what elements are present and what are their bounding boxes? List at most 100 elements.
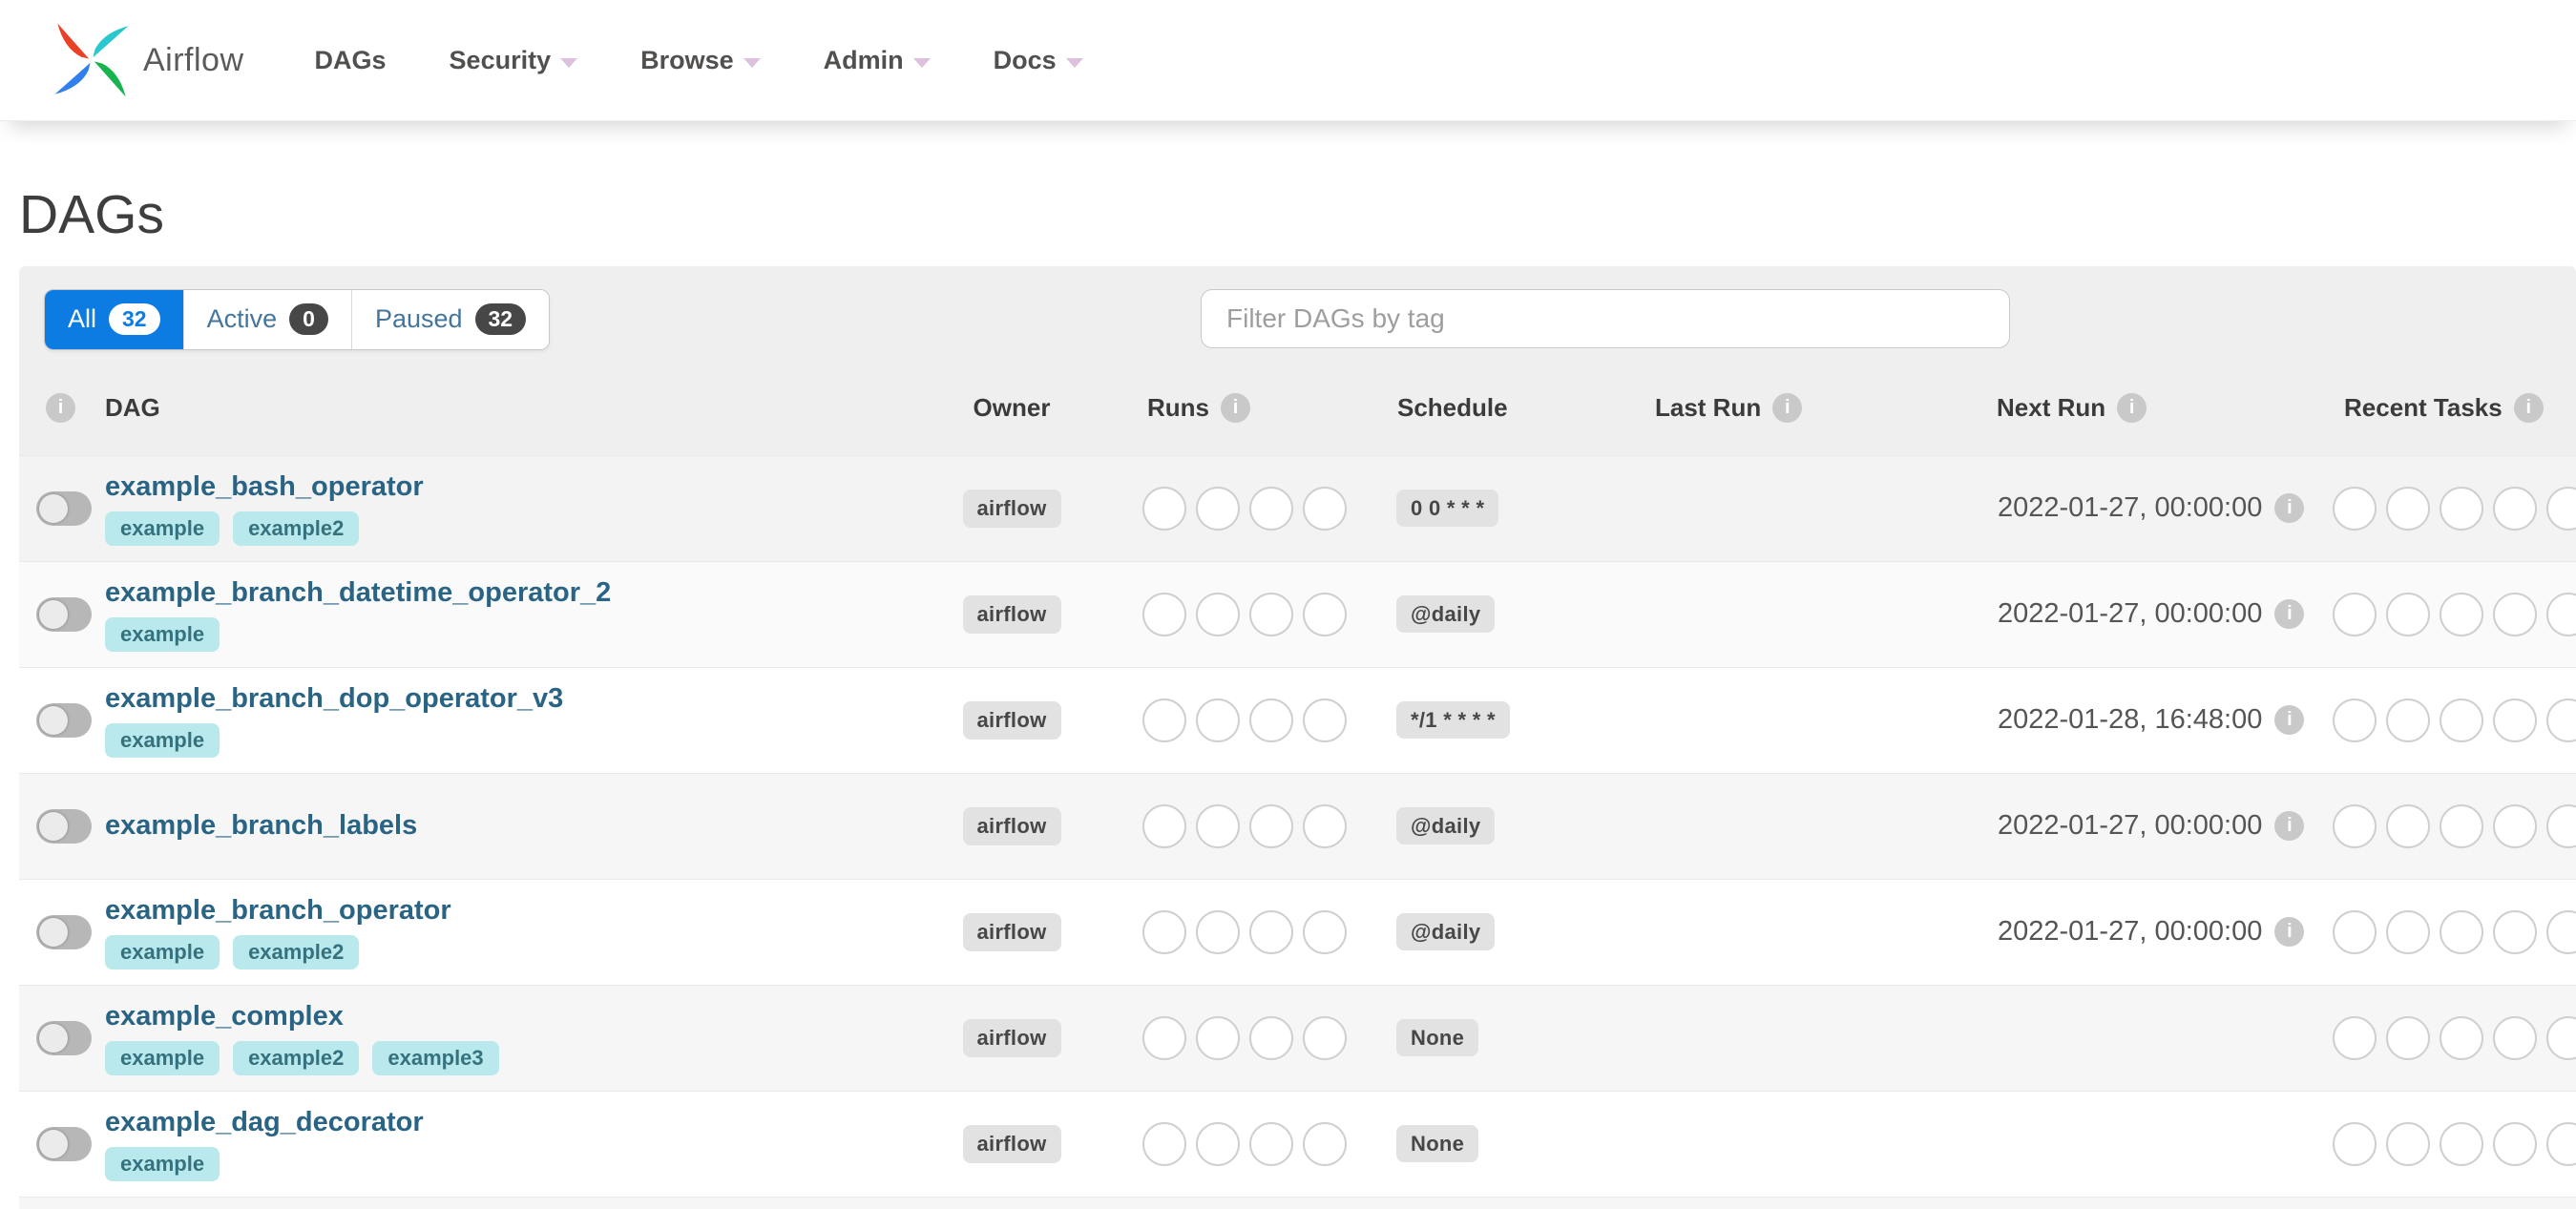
dag-run-status-circle [1303, 1121, 1347, 1166]
runs-cell [1107, 486, 1384, 531]
dag-run-status-circle [1142, 592, 1186, 636]
tab-active[interactable]: Active 0 [182, 289, 351, 349]
recent-tasks-cell [2319, 1121, 2576, 1166]
recent-tasks-cell [2319, 909, 2576, 954]
recent-task-status-circle [2333, 698, 2377, 742]
tab-count-badge: 32 [474, 302, 527, 336]
tab-all[interactable]: All 32 [45, 289, 183, 349]
dag-link[interactable]: example_bash_operator [105, 470, 424, 502]
tag-badge[interactable]: example [105, 511, 220, 546]
nav-item-admin[interactable]: Admin [824, 46, 931, 75]
tag-badge[interactable]: example [105, 616, 220, 652]
recent-tasks-cell [2319, 698, 2576, 742]
pause-toggle[interactable] [36, 914, 92, 949]
col-header-label: DAG [105, 393, 160, 423]
filter-dags-by-tag-input[interactable] [1201, 288, 2010, 348]
tag-badge[interactable]: example2 [233, 1040, 360, 1075]
tag-badge[interactable]: example [105, 1040, 220, 1075]
dag-link[interactable]: example_branch_operator [105, 894, 451, 926]
dag-run-status-circle [1196, 1015, 1240, 1060]
pause-toggle[interactable] [36, 1126, 92, 1161]
owner-badge: airflow [962, 594, 1061, 634]
pause-toggle[interactable] [36, 490, 92, 526]
owner-badge: airflow [962, 806, 1061, 845]
pause-toggle[interactable] [36, 702, 92, 738]
recent-task-status-circle [2440, 486, 2483, 531]
info-icon: i [2274, 493, 2305, 524]
info-icon: i [2274, 599, 2305, 630]
next-run-timestamp: 2022-01-27, 00:00:00 [1998, 810, 2263, 842]
schedule-badge: 0 0 * * * [1396, 489, 1499, 527]
owner-badge: airflow [962, 912, 1061, 951]
recent-tasks-cell [2319, 1015, 2576, 1060]
tag-badge[interactable]: example [105, 934, 220, 969]
info-icon: i [1772, 393, 1803, 424]
nav-item-docs[interactable]: Docs [994, 46, 1083, 75]
dag-link[interactable]: example_dag_decorator [105, 1106, 424, 1137]
info-icon: i [2274, 917, 2305, 948]
tab-label: Paused [374, 304, 463, 334]
next-run-timestamp: 2022-01-27, 00:00:00 [1998, 916, 2263, 948]
nav-item-label: Admin [823, 45, 904, 74]
next-run-cell: 2022-01-27, 00:00:00 i [1976, 492, 2319, 524]
pause-toggle-cell [19, 1020, 105, 1055]
owner-cell: airflow [916, 1018, 1107, 1057]
dag-link[interactable]: example_branch_dop_operator_v3 [105, 682, 564, 714]
tag-badge[interactable]: example2 [233, 511, 360, 546]
col-header-label: Next Run [1997, 393, 2106, 423]
col-header-dag: DAG [105, 393, 916, 423]
recent-task-status-circle [2440, 698, 2483, 742]
dag-run-status-circle [1196, 486, 1240, 531]
recent-tasks-cell [2319, 803, 2576, 848]
tag-badge[interactable]: example2 [233, 934, 360, 969]
schedule-cell: */1 * * * * [1384, 700, 1642, 739]
nav-item-dags[interactable]: DAGs [315, 46, 387, 75]
dag-link[interactable]: example_complex [105, 1000, 344, 1032]
pause-toggle[interactable] [36, 596, 92, 632]
pause-toggle[interactable] [36, 1020, 92, 1055]
tab-count-badge: 32 [109, 302, 160, 336]
nav-item-label: Security [449, 45, 552, 74]
schedule-cell: 0 0 * * * [1384, 489, 1642, 527]
tag-badge[interactable]: example3 [372, 1040, 499, 1075]
recent-task-status-circle [2546, 698, 2576, 742]
recent-tasks-cell [2319, 592, 2576, 636]
tag-badge[interactable]: example [105, 1146, 220, 1181]
recent-task-status-circle [2493, 698, 2537, 742]
next-run-cell: 2022-01-28, 16:48:00 i [1976, 704, 2319, 736]
dag-filter-tabs: All 32 Active 0 Paused 32 [44, 288, 551, 350]
info-icon: i [2274, 811, 2305, 842]
recent-task-status-circle [2333, 1015, 2377, 1060]
recent-task-status-circle [2333, 486, 2377, 531]
schedule-badge: */1 * * * * [1396, 700, 1510, 739]
recent-task-status-circle [2386, 803, 2430, 848]
airflow-home-link[interactable]: Airflow [50, 18, 244, 102]
dag-run-status-circle [1303, 698, 1347, 742]
nav-item-browse[interactable]: Browse [640, 46, 761, 75]
tab-paused[interactable]: Paused 32 [350, 289, 550, 349]
dag-run-status-circle [1249, 486, 1293, 531]
runs-cell [1107, 909, 1384, 954]
dag-link[interactable]: example_branch_labels [105, 810, 418, 842]
runs-cell [1107, 803, 1384, 848]
recent-task-status-circle [2386, 909, 2430, 954]
pause-toggle[interactable] [36, 808, 92, 844]
owner-cell: airflow [916, 489, 1107, 528]
recent-task-status-circle [2386, 1015, 2430, 1060]
recent-task-status-circle [2386, 592, 2430, 636]
col-header-schedule: Schedule [1384, 393, 1642, 423]
col-header-pause: i [19, 393, 105, 424]
dag-tags: example [105, 722, 916, 758]
tag-badge[interactable]: example [105, 722, 220, 758]
dag-run-status-circle [1142, 1121, 1186, 1166]
owner-badge: airflow [962, 489, 1061, 528]
recent-task-status-circle [2546, 1015, 2576, 1060]
dag-run-status-circle [1303, 909, 1347, 954]
toolbar: All 32 Active 0 Paused 32 [44, 288, 2576, 350]
nav-item-security[interactable]: Security [450, 46, 578, 75]
dag-link[interactable]: example_branch_datetime_operator_2 [105, 576, 612, 608]
owner-badge: airflow [962, 1018, 1061, 1057]
